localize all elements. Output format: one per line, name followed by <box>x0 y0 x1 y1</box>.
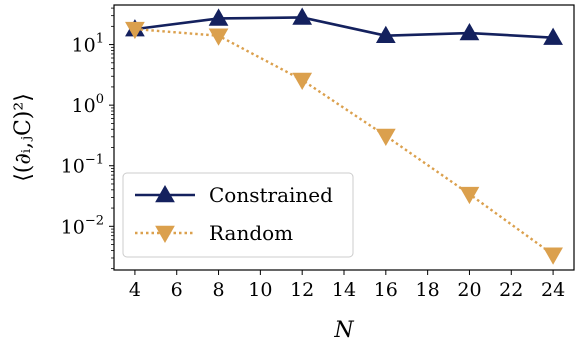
x-tick-label: 22 <box>499 279 523 301</box>
y-axis-label: ⟨(∂ᵢ,ⱼC)²⟩ <box>11 93 36 182</box>
x-axis-ticks: 4 6 8 10 12 14 16 18 20 22 24 <box>129 270 565 301</box>
legend-marker <box>155 184 175 203</box>
x-tick-label: 14 <box>332 279 356 301</box>
y-tick-label: 101 <box>72 32 104 57</box>
legend-label: Constrained <box>209 183 333 207</box>
x-tick-label: 20 <box>457 279 481 301</box>
x-tick-label: 24 <box>541 279 565 301</box>
series-random <box>125 21 563 265</box>
x-axis-label: N <box>333 318 354 343</box>
x-tick-label: 4 <box>129 279 141 301</box>
data-point <box>375 25 396 43</box>
series-line <box>134 27 554 256</box>
x-tick-label: 18 <box>416 279 440 301</box>
y-tick-label: 10−1 <box>61 153 104 178</box>
data-point <box>292 72 313 91</box>
legend: Constrained Random <box>122 172 354 258</box>
data-point <box>459 186 480 205</box>
series-line <box>134 16 554 39</box>
y-tick-label: 100 <box>72 92 104 117</box>
data-point <box>208 8 229 26</box>
data-point <box>125 21 145 40</box>
series-layer <box>125 7 563 265</box>
legend-marker <box>155 225 175 244</box>
y-tick-label: 10−2 <box>61 213 104 238</box>
series-constrained <box>125 7 563 45</box>
data-point <box>208 28 229 46</box>
x-tick-label: 12 <box>290 279 314 301</box>
legend-label: Random <box>209 221 293 245</box>
x-tick-label: 6 <box>171 279 183 301</box>
data-point <box>292 7 313 25</box>
data-point <box>459 23 480 41</box>
x-tick-label: 8 <box>212 279 224 301</box>
x-tick-label: 10 <box>248 279 272 301</box>
x-tick-label: 16 <box>374 279 398 301</box>
data-point <box>543 27 563 45</box>
data-point <box>543 247 563 265</box>
data-point <box>375 128 396 146</box>
y-axis-ticks: 101 100 10−1 10−2 <box>61 7 114 270</box>
